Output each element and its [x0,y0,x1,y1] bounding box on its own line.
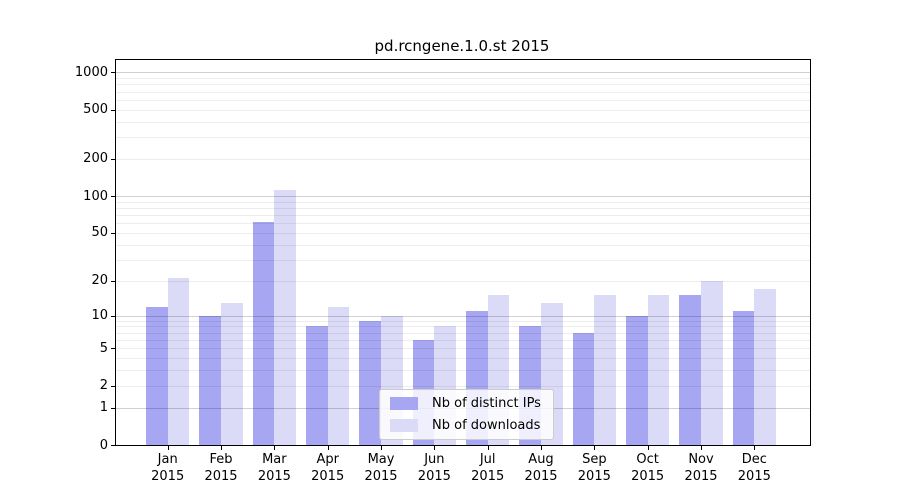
gridline-minor [116,78,810,80]
y-axis-tick-label: 2 [99,378,108,394]
legend-label-downloads: Nb of downloads [432,418,541,433]
x-axis-tick-label: Mar 2015 [257,452,291,484]
gridline-minor [116,244,810,246]
gridline-minor [116,84,810,86]
x-axis-tick-label: Sep 2015 [577,452,611,484]
bar-downloads-dec [754,289,777,445]
y-axis-tick-label: 100 [83,188,108,204]
gridline-minor [116,121,810,123]
gridline-minor [116,259,810,261]
x-axis-tick [701,446,702,450]
x-axis-tick-label: Oct 2015 [631,452,665,484]
x-axis-tick [754,446,756,450]
y-axis-tick [111,407,115,409]
gridline-decade [116,72,810,74]
bar-distinct-ips-mar [252,221,275,445]
bar-downloads-oct [647,295,670,445]
bar-distinct-ips-nov [679,295,701,445]
y-axis-tick-label: 10 [91,308,108,324]
gridline-minor [116,109,810,111]
bar-downloads-apr [327,306,350,445]
bar-downloads-nov [701,280,723,445]
chart-title: pd.rcngene.1.0.st 2015 [374,37,550,55]
gridline-minor [116,158,810,160]
x-axis-tick-label: Feb 2015 [204,452,238,484]
gridline-minor [116,223,810,225]
legend-entry-distinct-ips: Nb of distinct IPs [390,396,541,411]
x-axis-tick [594,446,596,450]
bar-distinct-ips-oct [625,315,648,445]
bar-downloads-mar [274,190,297,445]
y-axis-tick [111,158,115,160]
x-axis-tick [167,446,169,450]
bar-distinct-ips-jan [146,306,168,445]
y-axis-tick-label: 5 [99,340,108,356]
y-axis-tick [111,315,115,317]
bar-downloads-feb [221,302,243,445]
gridline-minor [116,215,810,217]
bar-distinct-ips-sep [572,332,595,445]
bar-distinct-ips-apr [305,326,328,445]
x-axis-tick [274,446,276,450]
gridline-decade [116,196,810,198]
x-axis-tick [327,446,329,450]
y-axis-tick-label: 500 [83,102,108,118]
y-axis-tick [111,385,115,387]
legend-swatch-downloads [390,419,418,432]
gridline-minor [116,91,810,93]
y-axis-tick-label: 50 [91,225,108,241]
x-axis-tick [647,446,649,450]
y-axis-tick-label: 0 [99,437,108,453]
legend-entry-downloads: Nb of downloads [390,418,541,433]
bar-downloads-sep [594,295,617,445]
y-axis-tick [111,280,115,282]
x-axis-tick-label: Aug 2015 [524,452,558,484]
bar-distinct-ips-may [359,320,381,445]
gridline-minor [116,201,810,203]
bar-distinct-ips-feb [199,315,222,445]
y-axis-tick [111,109,115,111]
y-axis-tick-label: 1000 [74,64,108,80]
y-axis-tick [111,232,115,234]
legend-label-distinct-ips: Nb of distinct IPs [432,396,541,411]
gridline-minor [116,232,810,234]
gridline-minor [116,207,810,209]
gridline-minor [116,99,810,101]
x-axis-tick [221,446,223,450]
x-axis-tick-label: May 2015 [364,452,398,484]
x-axis-tick [381,446,383,450]
bar-distinct-ips-dec [732,310,755,445]
x-axis-tick-label: Apr 2015 [311,452,345,484]
y-axis-tick [111,445,115,446]
x-axis-tick-label: Jun 2015 [417,452,451,484]
x-axis-tick-label: Jan 2015 [151,452,185,484]
y-axis-tick-label: 200 [83,151,108,167]
y-axis-tick [111,196,115,198]
legend-swatch-distinct-ips [390,397,418,410]
x-axis-tick-label: Dec 2015 [737,452,771,484]
x-axis-tick [487,446,489,450]
x-axis-tick-label: Jul 2015 [471,452,505,484]
y-axis-tick-label: 1 [99,400,108,416]
legend: Nb of distinct IPs Nb of downloads [379,389,554,440]
x-axis-tick-label: Nov 2015 [684,452,718,484]
bar-downloads-jan [167,278,190,445]
plot-area: Nb of distinct IPs Nb of downloads 0 1 2 5 1… [75,59,811,484]
gridline-minor [116,137,810,139]
y-axis-tick [111,72,115,74]
x-axis-tick [434,446,436,450]
x-axis-tick [541,446,542,450]
y-axis-tick-label: 20 [91,273,108,289]
y-axis-tick [111,348,115,350]
